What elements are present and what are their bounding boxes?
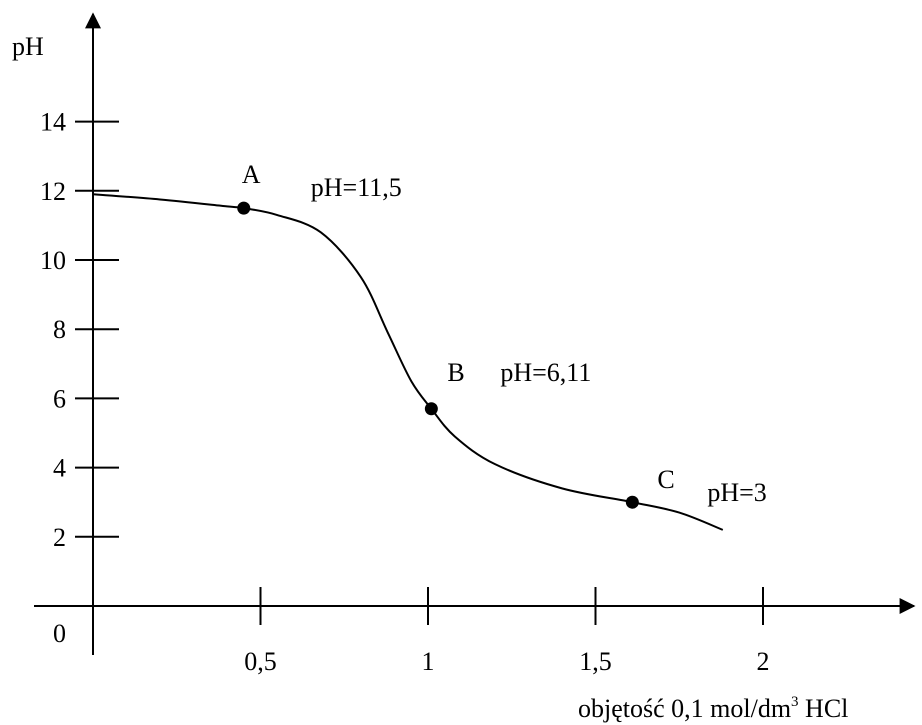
x-tick-label: 1,5 bbox=[579, 647, 612, 676]
point-b-annotation: pH=6,11 bbox=[500, 358, 591, 387]
y-tick-label: 10 bbox=[40, 246, 66, 275]
point-a-marker bbox=[237, 201, 251, 215]
y-tick-label: 4 bbox=[53, 454, 66, 483]
y-tick-label: 6 bbox=[53, 384, 66, 413]
x-tick-label: 1 bbox=[422, 647, 435, 676]
point-c-marker bbox=[625, 495, 639, 509]
x-tick-label: 0,5 bbox=[244, 647, 277, 676]
x-axis-label-main: objętość 0,1 mol/dm bbox=[578, 694, 791, 723]
point-a-label: A bbox=[242, 160, 261, 189]
x-axis-label-superscript: 3 bbox=[791, 694, 799, 710]
point-c-annotation: pH=3 bbox=[707, 478, 766, 507]
tick-labels: 0,5 1 1,5 2 2 4 6 8 10 12 14 bbox=[40, 108, 770, 676]
point-b-marker bbox=[424, 402, 438, 416]
x-tick-label: 2 bbox=[757, 647, 770, 676]
point-a-annotation: pH=11,5 bbox=[311, 173, 402, 202]
ticks bbox=[75, 120, 764, 625]
y-tick-label: 2 bbox=[53, 523, 66, 552]
x-axis-label-tail: HCl bbox=[799, 694, 849, 723]
origin-label: 0 bbox=[53, 619, 66, 648]
point-b-label: B bbox=[447, 358, 464, 387]
y-tick-label: 8 bbox=[53, 315, 66, 344]
y-tick-label: 14 bbox=[40, 108, 66, 137]
x-axis-label: objętość 0,1 mol/dm3 HCl bbox=[578, 694, 848, 723]
titration-curve bbox=[92, 193, 724, 531]
y-axis-label: pH bbox=[12, 32, 44, 61]
y-tick-label: 12 bbox=[40, 177, 66, 206]
point-c-label: C bbox=[657, 465, 674, 494]
